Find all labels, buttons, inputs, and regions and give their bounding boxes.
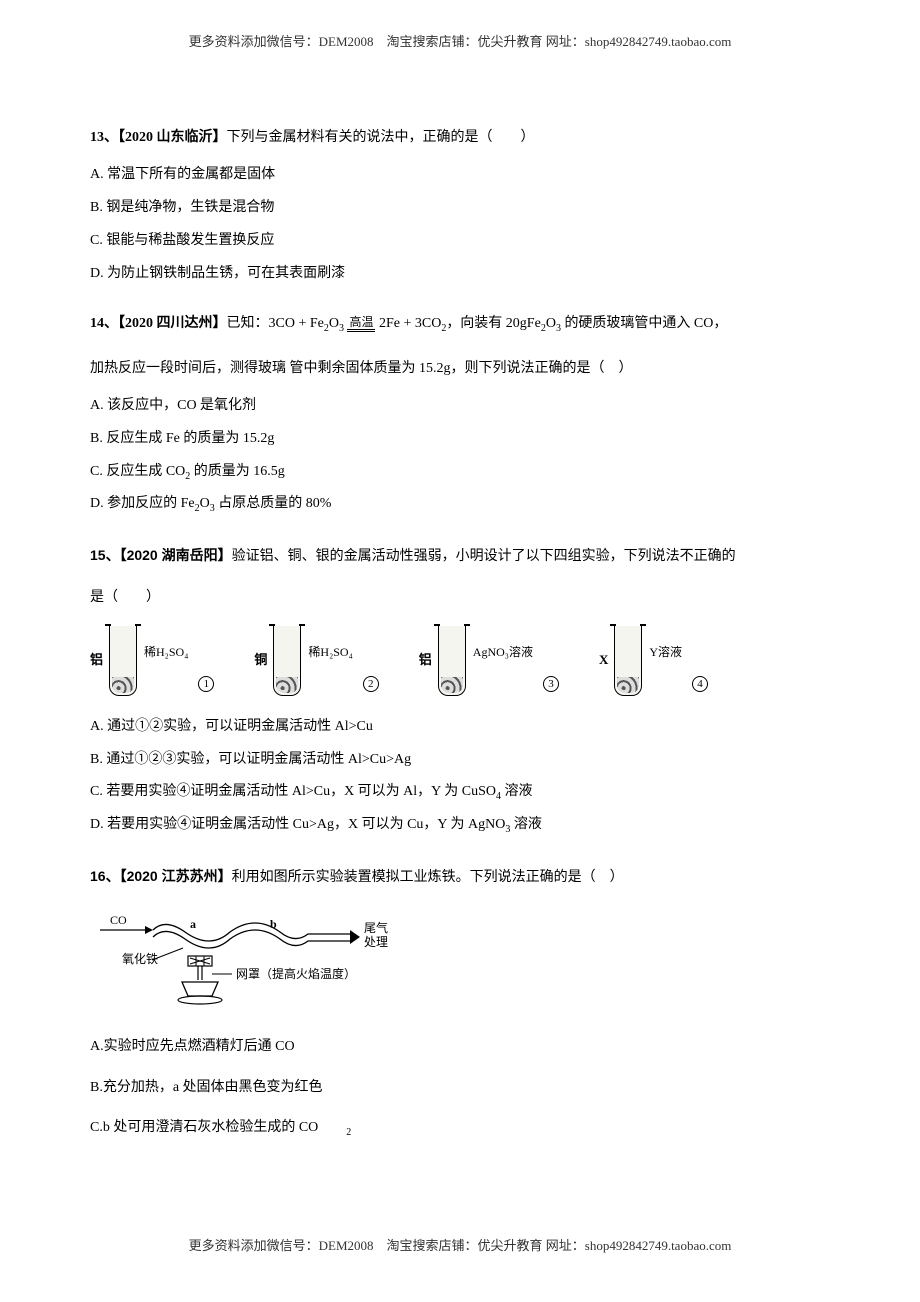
q14-d-c: 占原总质量的 80%: [215, 496, 332, 511]
q15-c-b: 溶液: [501, 784, 533, 799]
q14-d-b: O: [200, 496, 210, 511]
q15-d-b: 溶液: [510, 817, 542, 832]
question-13: 13、【2020 山东临沂】下列与金属材料有关的说法中，正确的是（ ） A. 常…: [90, 123, 830, 289]
question-14: 14、【2020 四川达州】已知：3CO + Fe2O3 高温 2Fe + 3C…: [90, 309, 830, 520]
tube-4-left: X: [599, 648, 608, 671]
tube-3-left: 铝: [419, 648, 432, 671]
q15-stem2: 是（ ）: [90, 583, 830, 614]
test-tube-icon: [273, 626, 301, 696]
q15-option-c: C. 若要用实验④证明金属活动性 Al>Cu，X 可以为 Al，Y 为 CuSO…: [90, 777, 830, 808]
tube-2-right: 稀H₂SO₄: [308, 642, 352, 664]
tube-1-right: 稀H₂SO₄: [144, 642, 188, 664]
q16-src: 【2020 江苏苏州】: [120, 868, 232, 884]
q13-option-c: C. 银能与稀盐酸发生置换反应: [90, 226, 830, 257]
tube-3-right: AgNO₃溶液: [473, 642, 533, 664]
page-footer: 更多资料添加微信号：DEM2008 淘宝搜索店铺：优尖升教育 网址：shop49…: [90, 1234, 830, 1257]
q15-title: 15、【2020 湖南岳阳】验证铝、铜、银的金属活动性强弱，小明设计了以下四组实…: [90, 540, 830, 573]
q14-stem-e: ，向装有 20gFe: [446, 316, 541, 331]
iron-smelting-apparatus-icon: CO 尾气 处理 a b 氧化铁 网罩（提高火焰温度）: [90, 908, 400, 1018]
question-16: 16、【2020 江苏苏州】利用如图所示实验装置模拟工业炼铁。下列说法正确的是（…: [90, 861, 830, 1144]
test-tube-icon: [614, 626, 642, 696]
circled-2: 2: [363, 676, 379, 692]
q16-stem: 利用如图所示实验装置模拟工业炼铁。下列说法正确的是（ ）: [232, 870, 624, 885]
tube-1: 铝 稀H₂SO₄ 1: [90, 626, 214, 696]
tube-3: 铝 AgNO₃溶液 3: [419, 626, 559, 696]
q14-c-a: C. 反应生成 CO: [90, 464, 185, 479]
q14-stem-a: 已知：3CO + Fe: [227, 316, 324, 331]
q14-num: 14、: [90, 316, 118, 331]
test-tube-icon: [438, 626, 466, 696]
q16-option-b: B.充分加热，a 处固体由黑色变为红色: [90, 1073, 830, 1104]
q13-option-d: D. 为防止钢铁制品生锈，可在其表面刷漆: [90, 259, 830, 290]
page-header: 更多资料添加微信号：DEM2008 淘宝搜索店铺：优尖升教育 网址：shop49…: [90, 30, 830, 53]
q13-title: 13、【2020 山东临沂】下列与金属材料有关的说法中，正确的是（ ）: [90, 123, 830, 154]
q14-title: 14、【2020 四川达州】已知：3CO + Fe2O3 高温 2Fe + 3C…: [90, 309, 830, 340]
eq-condition: 高温: [347, 316, 375, 328]
q13-num: 13、: [90, 130, 118, 145]
q16-num: 16、: [90, 868, 120, 884]
q14-stem2: 加热反应一段时间后，测得玻璃 管中剩余固体质量为 15.2g，则下列说法正确的是…: [90, 354, 830, 385]
tube-2: 铜 稀H₂SO₄ 2: [254, 626, 378, 696]
q16-title: 16、【2020 江苏苏州】利用如图所示实验装置模拟工业炼铁。下列说法正确的是（…: [90, 861, 830, 894]
q14-option-b: B. 反应生成 Fe 的质量为 15.2g: [90, 424, 830, 455]
label-b: b: [270, 917, 277, 931]
q15-c-a: C. 若要用实验④证明金属活动性 Al>Cu，X 可以为 Al，Y 为 CuSO: [90, 784, 496, 799]
q14-c-b: 的质量为 16.5g: [190, 464, 285, 479]
q15-d-a: D. 若要用实验④证明金属活动性 Cu>Ag，X 可以为 Cu，Y 为 AgNO: [90, 817, 505, 832]
circled-1: 1: [198, 676, 214, 692]
q15-option-a: A. 通过①②实验，可以证明金属活动性 Al>Cu: [90, 712, 830, 743]
q15-src: 【2020 湖南岳阳】: [120, 547, 232, 563]
q16-option-c: C.b 处可用澄清石灰水检验生成的 CO 2: [90, 1113, 830, 1144]
tube-2-left: 铜: [254, 648, 267, 671]
q13-src: 【2020 山东临沂】: [118, 130, 227, 145]
q15-option-b: B. 通过①②③实验，可以证明金属活动性 Al>Cu>Ag: [90, 745, 830, 776]
co-label: CO: [110, 913, 127, 927]
q15-option-d: D. 若要用实验④证明金属活动性 Cu>Ag，X 可以为 Cu，Y 为 AgNO…: [90, 810, 830, 841]
exhaust-label-2: 处理: [364, 935, 388, 949]
fe2o3-label: 氧化铁: [122, 952, 158, 966]
exhaust-label-1: 尾气: [364, 920, 388, 935]
q14-option-a: A. 该反应中，CO 是氧化剂: [90, 391, 830, 422]
circled-4: 4: [692, 676, 708, 692]
q14-stem-d: 2Fe + 3CO: [375, 316, 441, 331]
circled-3: 3: [543, 676, 559, 692]
q15-diagram: 铝 稀H₂SO₄ 1 铜 稀H₂SO₄ 2 铝 AgNO₃溶液 3 X Y溶液 …: [90, 626, 830, 696]
q14-option-d: D. 参加反应的 Fe2O3 占原总质量的 80%: [90, 489, 830, 520]
tube-4: X Y溶液 4: [599, 626, 708, 696]
test-tube-icon: [109, 626, 137, 696]
q16-option-a: A.实验时应先点燃酒精灯后通 CO: [90, 1032, 830, 1063]
q13-stem: 下列与金属材料有关的说法中，正确的是（ ）: [227, 130, 535, 145]
q16-c-a: C.b 处可用澄清石灰水检验生成的 CO: [90, 1120, 318, 1135]
q13-option-b: B. 钢是纯净物，生铁是混合物: [90, 193, 830, 224]
tube-1-left: 铝: [90, 648, 103, 671]
q13-option-a: A. 常温下所有的金属都是固体: [90, 160, 830, 191]
q14-option-c: C. 反应生成 CO2 的质量为 16.5g: [90, 457, 830, 488]
tube-4-right: Y溶液: [649, 642, 682, 664]
mesh-label: 网罩（提高火焰温度）: [236, 966, 356, 981]
q14-stem-g: 的硬质玻璃管中通入 CO，: [561, 316, 727, 331]
q15-stem: 验证铝、铜、银的金属活动性强弱，小明设计了以下四组实验，下列说法不正确的: [232, 549, 736, 564]
label-a: a: [190, 917, 196, 931]
q14-src: 【2020 四川达州】: [118, 316, 227, 331]
reaction-arrow-icon: 高温: [347, 316, 375, 333]
q14-d-a: D. 参加反应的 Fe: [90, 496, 195, 511]
q16-figure: CO 尾气 处理 a b 氧化铁 网罩（提高火焰温度）: [90, 908, 830, 1018]
q14-stem-f: O: [546, 316, 556, 331]
question-15: 15、【2020 湖南岳阳】验证铝、铜、银的金属活动性强弱，小明设计了以下四组实…: [90, 540, 830, 841]
q14-stem-b: O: [329, 316, 339, 331]
q16-c-sub: 2: [346, 1127, 351, 1138]
q15-num: 15、: [90, 547, 120, 563]
